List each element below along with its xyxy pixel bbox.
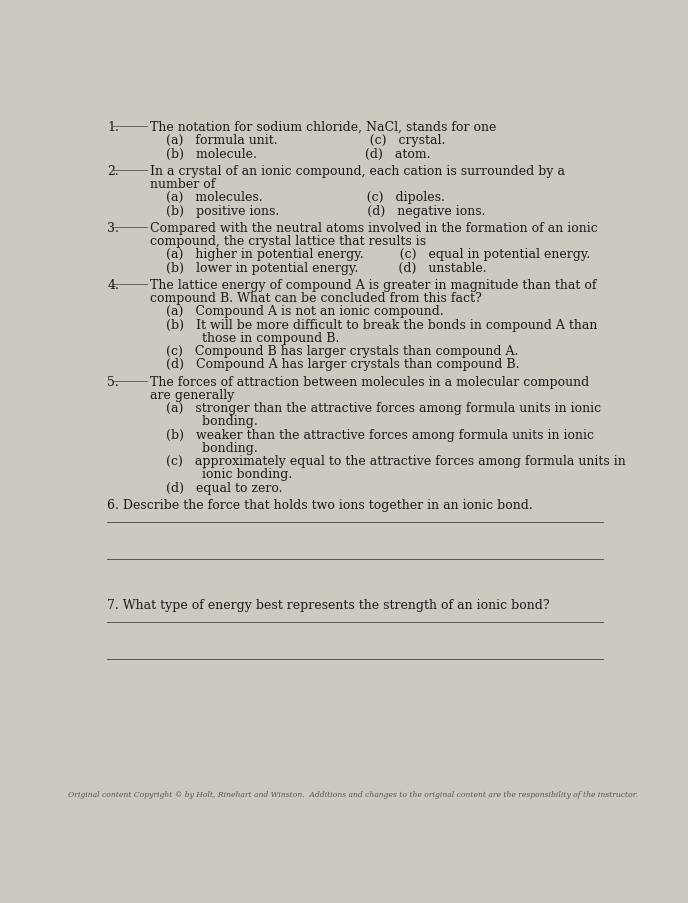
- Text: 4.: 4.: [107, 279, 119, 292]
- Text: ionic bonding.: ionic bonding.: [150, 468, 292, 480]
- Text: 5.: 5.: [107, 376, 119, 388]
- Text: bonding.: bonding.: [150, 415, 258, 428]
- Text: Original content Copyright © by Holt, Rinehart and Winston.  Additions and chang: Original content Copyright © by Holt, Ri…: [67, 790, 638, 798]
- Text: (b)   molecule.                           (d)   atom.: (b) molecule. (d) atom.: [150, 147, 431, 161]
- Text: The lattice energy of compound A is greater in magnitude than that of: The lattice energy of compound A is grea…: [150, 279, 596, 292]
- Text: (b)   weaker than the attractive forces among formula units in ionic: (b) weaker than the attractive forces am…: [150, 428, 594, 442]
- Text: (d)   Compound A has larger crystals than compound B.: (d) Compound A has larger crystals than …: [150, 358, 519, 371]
- Text: 1.: 1.: [107, 121, 119, 134]
- Text: 2.: 2.: [107, 164, 119, 178]
- Text: (b)   lower in potential energy.          (d)   unstable.: (b) lower in potential energy. (d) unsta…: [150, 261, 486, 275]
- Text: (d)   equal to zero.: (d) equal to zero.: [150, 481, 283, 494]
- Text: those in compound B.: those in compound B.: [150, 331, 339, 345]
- Text: In a crystal of an ionic compound, each cation is surrounded by a: In a crystal of an ionic compound, each …: [150, 164, 565, 178]
- Text: Compared with the neutral atoms involved in the formation of an ionic: Compared with the neutral atoms involved…: [150, 222, 598, 235]
- Text: (a)   stronger than the attractive forces among formula units in ionic: (a) stronger than the attractive forces …: [150, 402, 601, 414]
- Text: The notation for sodium chloride, NaCl, stands for one: The notation for sodium chloride, NaCl, …: [150, 121, 496, 134]
- Text: compound B. What can be concluded from this fact?: compound B. What can be concluded from t…: [150, 292, 482, 305]
- Text: number of: number of: [150, 178, 215, 191]
- Text: (a)   Compound A is not an ionic compound.: (a) Compound A is not an ionic compound.: [150, 305, 444, 318]
- Text: (a)   molecules.                          (c)   dipoles.: (a) molecules. (c) dipoles.: [150, 191, 445, 204]
- Text: 7. What type of energy best represents the strength of an ionic bond?: 7. What type of energy best represents t…: [107, 599, 550, 611]
- Text: (c)   Compound B has larger crystals than compound A.: (c) Compound B has larger crystals than …: [150, 345, 518, 358]
- Text: (a)   formula unit.                       (c)   crystal.: (a) formula unit. (c) crystal.: [150, 134, 445, 147]
- Text: compound, the crystal lattice that results is: compound, the crystal lattice that resul…: [150, 235, 426, 248]
- Text: (a)   higher in potential energy.         (c)   equal in potential energy.: (a) higher in potential energy. (c) equa…: [150, 248, 590, 261]
- Text: (c)   approximately equal to the attractive forces among formula units in: (c) approximately equal to the attractiv…: [150, 454, 625, 468]
- Text: The forces of attraction between molecules in a molecular compound: The forces of attraction between molecul…: [150, 376, 589, 388]
- Text: 3.: 3.: [107, 222, 119, 235]
- Text: (b)   It will be more difficult to break the bonds in compound A than: (b) It will be more difficult to break t…: [150, 319, 597, 331]
- Text: (b)   positive ions.                      (d)   negative ions.: (b) positive ions. (d) negative ions.: [150, 204, 486, 218]
- Text: bonding.: bonding.: [150, 442, 258, 454]
- Text: 6. Describe the force that holds two ions together in an ionic bond.: 6. Describe the force that holds two ion…: [107, 498, 533, 511]
- Text: are generally: are generally: [150, 388, 235, 402]
